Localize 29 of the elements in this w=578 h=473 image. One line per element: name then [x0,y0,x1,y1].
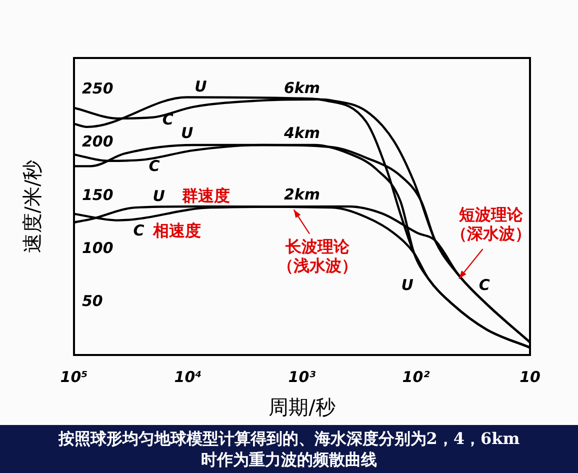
annotation: （深水波） [450,224,531,244]
annotation: U [194,78,207,96]
annotation: 长波理论 [284,236,351,256]
annotation: 4km [282,124,320,142]
annotation: U [401,276,414,294]
y-tick-label: 100 [82,238,114,257]
annotation: （浅水波） [278,256,358,276]
annotation: U [152,186,165,205]
x-tick-label: 10 [520,368,540,386]
annotation: 短波理论 [458,205,524,224]
x-tick-label: 10⁵ [60,368,88,386]
annotation: 相速度 [152,220,202,240]
x-axis-title: 周期/秒 [268,395,336,420]
y-tick-label: 150 [82,186,114,204]
x-tick-label: 10² [402,368,430,386]
y-tick-label: 200 [82,132,114,151]
y-axis-title: 速度/米/秒 [20,160,44,254]
x-tick-label: 10³ [288,368,316,386]
annotation: 群速度 [180,186,230,206]
y-tick-label: 50 [82,292,103,310]
annotation: C [133,222,144,240]
annotation: C [148,157,160,176]
text: 按照球形均匀地球模型计算得到的、海水深度分别为2，4，6km时作为重力波的频散曲线 [57,428,521,470]
annotation: C [478,276,490,294]
annotation: 6km [284,78,320,97]
annotation: U [180,124,194,142]
y-tick-label: 250 [82,80,114,98]
annotation: 2km [284,186,320,204]
x-tick-label: 10⁴ [174,368,202,386]
